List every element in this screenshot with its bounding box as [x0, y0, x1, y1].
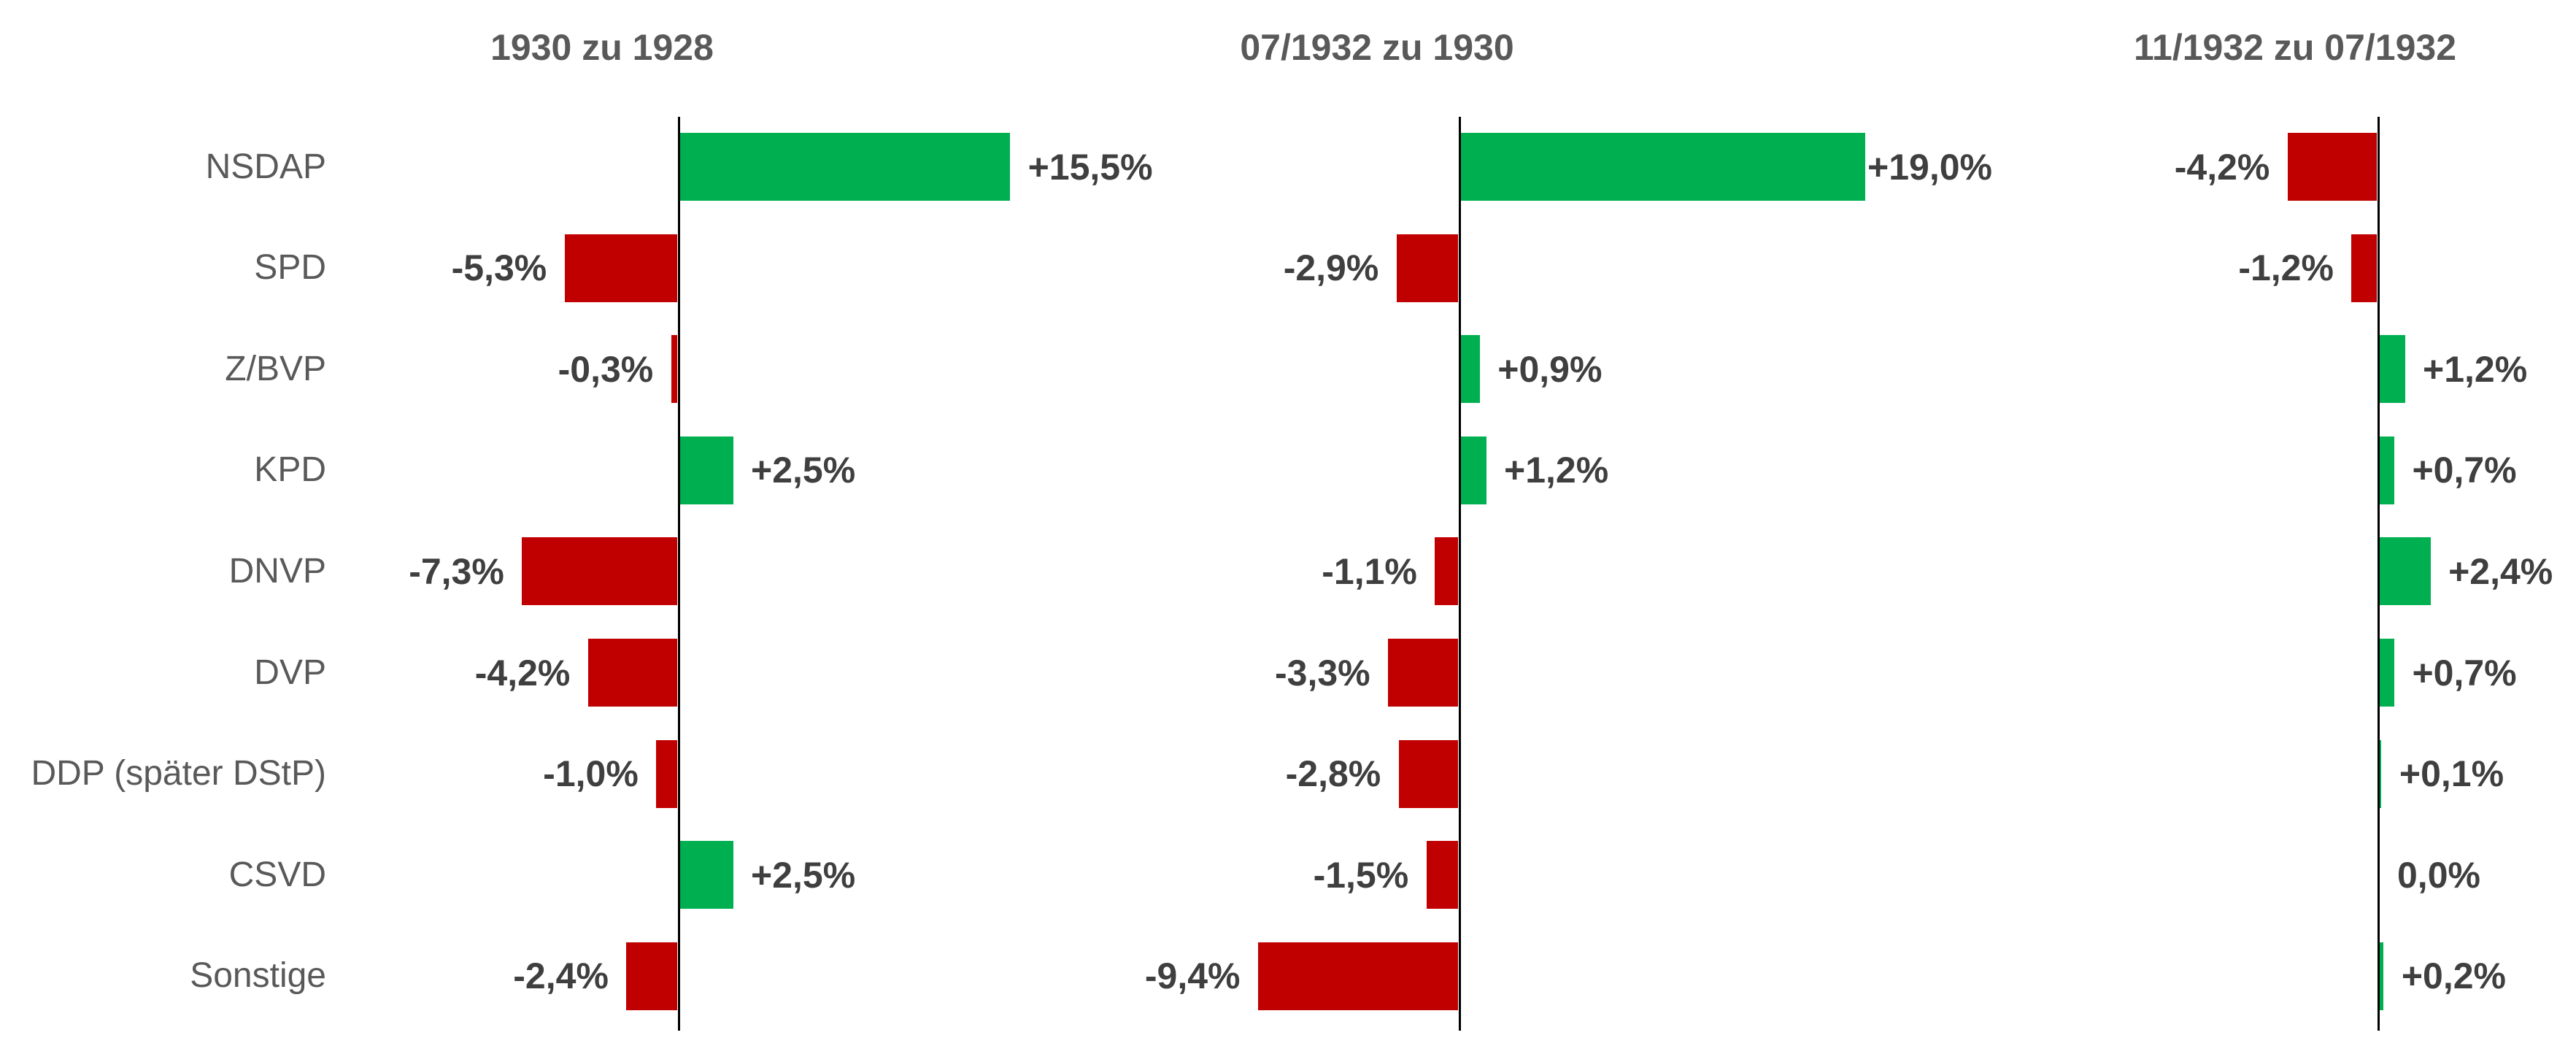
bar-ddp-sp-ter-dstp-panel-2: [1398, 739, 1459, 808]
category-label-nsdap: NSDAP: [205, 147, 326, 186]
bar-z-bvp-panel-1: [671, 335, 678, 404]
bar-dvp-panel-3: [2379, 639, 2394, 707]
category-label-z-bvp: Z/BVP: [225, 349, 326, 388]
category-label-kpd: KPD: [254, 450, 326, 490]
value-label-csvd-panel-3: 0,0%: [2397, 854, 2480, 896]
category-label-sonstige: Sonstige: [190, 956, 326, 996]
bar-sonstige-panel-1: [626, 942, 678, 1010]
value-label-sonstige-panel-2: -9,4%: [1144, 955, 1241, 997]
value-label-dnvp-panel-2: -1,1%: [1322, 550, 1417, 592]
bar-sonstige-panel-2: [1258, 942, 1459, 1010]
value-label-z-bvp-panel-1: -0,3%: [558, 348, 654, 390]
value-label-kpd-panel-3: +0,7%: [2412, 450, 2517, 491]
value-label-dnvp-panel-3: +2,4%: [2448, 550, 2553, 592]
value-label-csvd-panel-2: -1,5%: [1313, 854, 1409, 896]
value-label-dvp-panel-3: +0,7%: [2412, 652, 2517, 693]
value-label-kpd-panel-2: +1,2%: [1504, 450, 1609, 491]
value-label-sonstige-panel-3: +0,2%: [2401, 955, 2506, 997]
value-label-dvp-panel-1: -4,2%: [474, 652, 571, 693]
bar-csvd-panel-2: [1426, 841, 1459, 910]
panel-title-11-1932-zu-07-1932: 11/1932 zu 07/1932: [2133, 27, 2457, 68]
bar-csvd-panel-1: [679, 841, 733, 910]
bar-nsdap-panel-1: [679, 133, 1011, 201]
bar-z-bvp-panel-2: [1460, 335, 1480, 404]
bar-spd-panel-3: [2351, 234, 2378, 302]
bar-kpd-panel-2: [1460, 436, 1486, 504]
value-label-csvd-panel-1: +2,5%: [751, 854, 856, 896]
bar-dvp-panel-1: [587, 639, 678, 707]
value-label-sonstige-panel-1: -2,4%: [513, 955, 609, 997]
value-label-ddp-sp-ter-dstp-panel-3: +0,1%: [2399, 753, 2504, 795]
bar-z-bvp-panel-3: [2379, 335, 2405, 404]
bar-dnvp-panel-3: [2379, 537, 2431, 606]
category-label-ddp-sp-ter-dstp: DDP (später DStP): [31, 754, 326, 793]
bar-nsdap-panel-3: [2287, 133, 2378, 201]
bar-dnvp-panel-2: [1435, 537, 1459, 606]
bar-ddp-sp-ter-dstp-panel-1: [656, 739, 678, 808]
category-label-spd: SPD: [254, 248, 326, 288]
bar-kpd-panel-3: [2379, 436, 2394, 504]
axis-line-panel-3: [2377, 117, 2380, 1031]
value-label-nsdap-panel-1: +15,5%: [1027, 146, 1153, 188]
bar-nsdap-panel-2: [1460, 133, 1866, 201]
value-label-spd-panel-1: -5,3%: [451, 247, 547, 289]
bar-sonstige-panel-3: [2379, 942, 2384, 1010]
value-label-z-bvp-panel-3: +1,2%: [2423, 348, 2528, 390]
value-label-dvp-panel-2: -3,3%: [1275, 652, 1370, 693]
bar-spd-panel-1: [564, 234, 678, 302]
value-label-kpd-panel-1: +2,5%: [751, 450, 856, 491]
value-label-z-bvp-panel-2: +0,9%: [1497, 348, 1603, 390]
axis-line-panel-2: [1458, 117, 1461, 1031]
value-label-nsdap-panel-3: -4,2%: [2174, 146, 2270, 188]
axis-line-panel-1: [677, 117, 680, 1031]
category-label-dvp: DVP: [254, 653, 326, 692]
bar-spd-panel-2: [1396, 234, 1459, 302]
panel-title-1930-zu-1928: 1930 zu 1928: [490, 27, 714, 68]
value-label-spd-panel-2: -2,9%: [1283, 247, 1379, 289]
bar-ddp-sp-ter-dstp-panel-3: [2379, 739, 2382, 808]
value-label-nsdap-panel-2: +19,0%: [1867, 146, 1992, 188]
bar-dvp-panel-2: [1388, 639, 1459, 707]
category-label-dnvp: DNVP: [228, 551, 326, 591]
bar-dnvp-panel-1: [522, 537, 678, 606]
value-label-spd-panel-3: -1,2%: [2238, 247, 2334, 289]
value-label-ddp-sp-ter-dstp-panel-1: -1,0%: [543, 753, 639, 795]
panel-title-07-1932-zu-1930: 07/1932 zu 1930: [1240, 27, 1514, 68]
value-label-ddp-sp-ter-dstp-panel-2: -2,8%: [1285, 753, 1381, 795]
value-label-dnvp-panel-1: -7,3%: [409, 550, 504, 592]
bar-kpd-panel-1: [679, 436, 733, 504]
category-label-csvd: CSVD: [228, 855, 326, 894]
